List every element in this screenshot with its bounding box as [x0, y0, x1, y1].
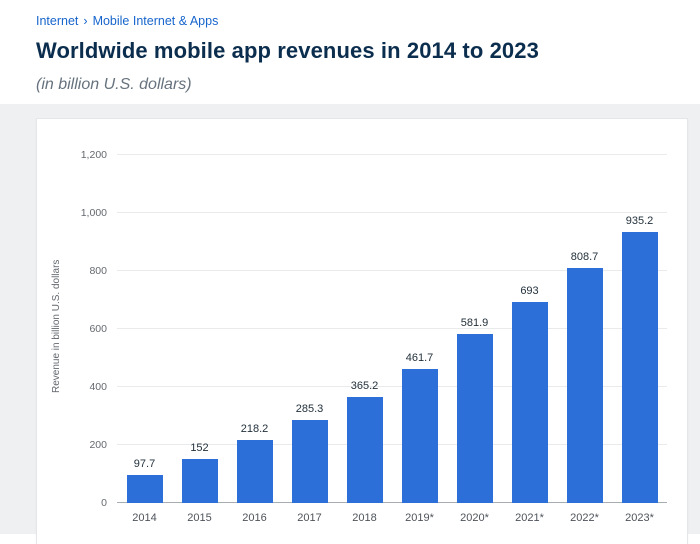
bar-slot-2021: 693	[502, 155, 557, 503]
gridline	[117, 270, 667, 271]
x-axis-label: 2020*	[460, 512, 489, 524]
y-axis-tick-label: 0	[101, 497, 107, 509]
page-title: Worldwide mobile app revenues in 2014 to…	[36, 38, 539, 63]
x-axis-label: 2014	[132, 512, 157, 524]
bar-slot-2017: 285.3	[282, 155, 337, 503]
x-axis-label: 2018	[352, 512, 377, 524]
bar-value-label: 97.7	[133, 457, 156, 470]
bar-2014[interactable]	[126, 474, 163, 503]
plot-area-wrapper: 0 200 400 600 800 1,000 1,200 97.7 152 218.2 285.3…	[67, 149, 667, 544]
bar-value-label: 693	[520, 285, 539, 298]
y-axis-tick-label: 200	[89, 439, 107, 451]
bar-slot-2016: 218.2	[227, 155, 282, 503]
x-axis-baseline	[117, 502, 667, 503]
bar-2016[interactable]	[236, 439, 273, 503]
gridline	[117, 444, 667, 445]
y-axis-tick-label: 600	[89, 323, 107, 335]
bar-slot-2014: 97.7	[117, 155, 172, 503]
bar-slot-2019: 461.7	[392, 155, 447, 503]
bar-value-label: 935.2	[625, 214, 654, 227]
x-axis-label: 2021*	[515, 512, 544, 524]
bar-value-label: 218.2	[240, 422, 269, 435]
bar-2018[interactable]	[346, 397, 383, 503]
bar-2020[interactable]	[456, 334, 493, 503]
bar-slot-2018: 365.2	[337, 155, 392, 503]
gridline	[117, 154, 667, 155]
breadcrumb-link-mobile-internet-apps[interactable]: Mobile Internet & Apps	[92, 14, 219, 28]
y-axis-tick-label: 800	[89, 265, 107, 277]
breadcrumb-link-internet[interactable]: Internet	[36, 14, 79, 28]
bar-slot-2023: 935.2	[612, 155, 667, 503]
bar-slot-2022: 808.7	[557, 155, 612, 503]
page-header: Internet › Mobile Internet & Apps Worldwid…	[0, 0, 700, 104]
x-axis-label: 2015	[187, 512, 212, 524]
bar-2023[interactable]	[621, 231, 658, 503]
x-axis-label: 2016	[242, 512, 267, 524]
breadcrumb-separator: ›	[83, 14, 88, 28]
bar-value-label: 581.9	[460, 317, 489, 330]
y-axis-tick-label: 1,000	[80, 207, 107, 219]
bar-2015[interactable]	[181, 458, 218, 503]
x-axis-label: 2019*	[405, 512, 434, 524]
bar-value-label: 152	[190, 441, 209, 454]
x-axis-label: 2022*	[570, 512, 599, 524]
y-axis-title: Revenue in billion U.S. dollars	[51, 259, 62, 393]
bars-container: 97.7 152 218.2 285.3 365.2 461.7 581.9 693 808.7…	[117, 155, 667, 503]
chart-card: Revenue in billion U.S. dollars 0 200 400 6…	[36, 118, 688, 544]
chart-section: Revenue in billion U.S. dollars 0 200 400 6…	[0, 104, 700, 544]
page-subtitle: (in billion U.S. dollars)	[36, 76, 192, 93]
gridline	[117, 328, 667, 329]
bar-chart: 0 200 400 600 800 1,000 1,200 97.7 152 218.2 285.3…	[81, 149, 667, 509]
gridline	[117, 386, 667, 387]
bar-2019[interactable]	[401, 369, 438, 503]
bar-value-label: 461.7	[405, 352, 434, 365]
gridline	[117, 212, 667, 213]
x-axis-label: 2017	[297, 512, 322, 524]
x-axis-labels: 2014 2015 2016 2017 2018 2019* 2020* 2021* 2022*…	[117, 512, 667, 524]
x-axis-label: 2023*	[625, 512, 654, 524]
bar-2021[interactable]	[511, 302, 548, 503]
bar-value-label: 285.3	[295, 403, 324, 416]
y-axis-tick-label: 1,200	[80, 149, 107, 161]
bar-2022[interactable]	[566, 268, 603, 503]
breadcrumb: Internet › Mobile Internet & Apps	[36, 14, 664, 28]
bar-2017[interactable]	[291, 420, 328, 503]
bar-value-label: 808.7	[570, 251, 599, 264]
bar-value-label: 365.2	[350, 380, 379, 393]
bar-slot-2015: 152	[172, 155, 227, 503]
y-axis-tick-label: 400	[89, 381, 107, 393]
bar-slot-2020: 581.9	[447, 155, 502, 503]
